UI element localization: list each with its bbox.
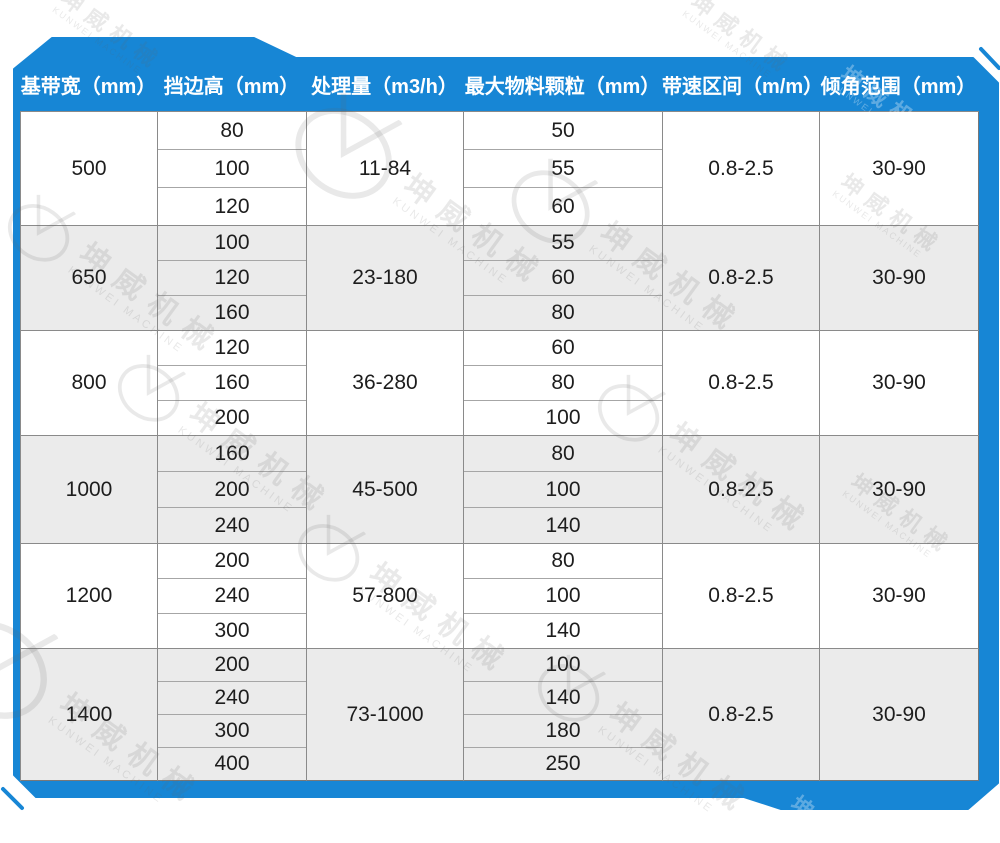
cell-base-width: 1000 xyxy=(20,435,158,544)
cell-edge-height: 160 xyxy=(157,295,307,331)
cell-edge-height: 200 xyxy=(157,648,307,682)
header-capacity: 处理量（m3/h） xyxy=(311,75,458,98)
cell-edge-height: 300 xyxy=(157,613,307,649)
table-row: 500 80 11-84 50 0.8-2.5 30-90 xyxy=(20,111,979,226)
cell-base-width: 500 xyxy=(20,111,158,226)
cell-capacity: 57-800 xyxy=(306,543,464,649)
spec-table: 500 80 11-84 50 0.8-2.5 30-90 100 55 120… xyxy=(20,111,979,781)
cell-base-width: 1400 xyxy=(20,648,158,781)
cell-max-particle: 100 xyxy=(463,400,663,436)
cell-edge-height: 120 xyxy=(157,330,307,366)
cell-max-particle: 55 xyxy=(463,149,663,188)
cell-max-particle: 100 xyxy=(463,578,663,614)
table-row: 1200 200 57-800 80 0.8-2.5 30-90 xyxy=(20,543,979,649)
cell-max-particle: 80 xyxy=(463,543,663,579)
cell-angle-range: 30-90 xyxy=(819,648,979,781)
cell-max-particle: 250 xyxy=(463,747,663,781)
cell-capacity: 45-500 xyxy=(306,435,464,544)
cell-angle-range: 30-90 xyxy=(819,330,979,436)
cell-angle-range: 30-90 xyxy=(819,435,979,544)
table-row: 200 100 xyxy=(21,400,979,436)
cell-max-particle: 100 xyxy=(463,471,663,508)
cell-edge-height: 400 xyxy=(157,747,307,781)
table-header-row: 基带宽（mm） 挡边高（mm） 处理量（m3/h） 最大物料颗粒（mm） 带速区… xyxy=(20,57,978,111)
cell-belt-speed: 0.8-2.5 xyxy=(662,225,820,331)
table-row: 240 140 xyxy=(21,507,979,544)
cell-angle-range: 30-90 xyxy=(819,111,979,226)
cell-max-particle: 80 xyxy=(463,365,663,401)
cell-edge-height: 160 xyxy=(157,435,307,472)
cell-base-width: 650 xyxy=(20,225,158,331)
cell-edge-height: 200 xyxy=(157,543,307,579)
cell-edge-height: 80 xyxy=(157,111,307,150)
accent-stripe-bottom-left-icon xyxy=(1,787,24,810)
cell-edge-height: 120 xyxy=(157,187,307,226)
table-row: 240 100 xyxy=(21,578,979,614)
cell-max-particle: 60 xyxy=(463,187,663,226)
header-base-width: 基带宽（mm） xyxy=(20,75,157,98)
header-edge-height: 挡边高（mm） xyxy=(163,75,300,98)
cell-edge-height: 240 xyxy=(157,681,307,715)
cell-edge-height: 240 xyxy=(157,578,307,614)
cell-max-particle: 80 xyxy=(463,435,663,472)
table-row: 160 80 xyxy=(21,365,979,401)
table-row: 120 60 xyxy=(21,260,979,296)
cell-max-particle: 60 xyxy=(463,260,663,296)
header-angle-range: 倾角范围（mm） xyxy=(820,75,977,98)
cell-max-particle: 55 xyxy=(463,225,663,261)
cell-capacity: 11-84 xyxy=(306,111,464,226)
table-row: 300 140 xyxy=(21,613,979,649)
table-row: 100 55 xyxy=(21,149,979,188)
cell-base-width: 800 xyxy=(20,330,158,436)
table-row: 1000 160 45-500 80 0.8-2.5 30-90 xyxy=(20,435,979,544)
cell-belt-speed: 0.8-2.5 xyxy=(662,330,820,436)
cell-belt-speed: 0.8-2.5 xyxy=(662,435,820,544)
table-row: 240 140 xyxy=(21,681,979,715)
cell-angle-range: 30-90 xyxy=(819,543,979,649)
table-row: 650 100 23-180 55 0.8-2.5 30-90 xyxy=(20,225,979,331)
cell-angle-range: 30-90 xyxy=(819,225,979,331)
table-row: 200 100 xyxy=(21,471,979,508)
cell-max-particle: 140 xyxy=(463,681,663,715)
table-row: 120 60 xyxy=(21,187,979,226)
accent-stripe-top-right-icon xyxy=(979,47,1000,70)
table-row: 800 120 36-280 60 0.8-2.5 30-90 xyxy=(20,330,979,436)
cell-capacity: 73-1000 xyxy=(306,648,464,781)
cell-max-particle: 50 xyxy=(463,111,663,150)
table-row: 300 180 xyxy=(21,714,979,748)
cell-edge-height: 120 xyxy=(157,260,307,296)
cell-edge-height: 160 xyxy=(157,365,307,401)
cell-capacity: 36-280 xyxy=(306,330,464,436)
header-max-particle: 最大物料颗粒（mm） xyxy=(464,75,661,98)
cell-belt-speed: 0.8-2.5 xyxy=(662,111,820,226)
cell-edge-height: 240 xyxy=(157,507,307,544)
cell-edge-height: 200 xyxy=(157,471,307,508)
cell-edge-height: 300 xyxy=(157,714,307,748)
table-row: 400 250 xyxy=(21,747,979,781)
header-belt-speed: 带速区间（m/m） xyxy=(662,75,824,98)
cell-max-particle: 180 xyxy=(463,714,663,748)
cell-edge-height: 100 xyxy=(157,149,307,188)
cell-belt-speed: 0.8-2.5 xyxy=(662,543,820,649)
cell-max-particle: 80 xyxy=(463,295,663,331)
table-row: 1400 200 73-1000 100 0.8-2.5 30-90 xyxy=(20,648,979,781)
cell-base-width: 1200 xyxy=(20,543,158,649)
cell-max-particle: 60 xyxy=(463,330,663,366)
cell-edge-height: 100 xyxy=(157,225,307,261)
cell-belt-speed: 0.8-2.5 xyxy=(662,648,820,781)
cell-max-particle: 140 xyxy=(463,507,663,544)
cell-edge-height: 200 xyxy=(157,400,307,436)
cell-max-particle: 140 xyxy=(463,613,663,649)
table-row: 160 80 xyxy=(21,295,979,331)
cell-capacity: 23-180 xyxy=(306,225,464,331)
cell-max-particle: 100 xyxy=(463,648,663,682)
